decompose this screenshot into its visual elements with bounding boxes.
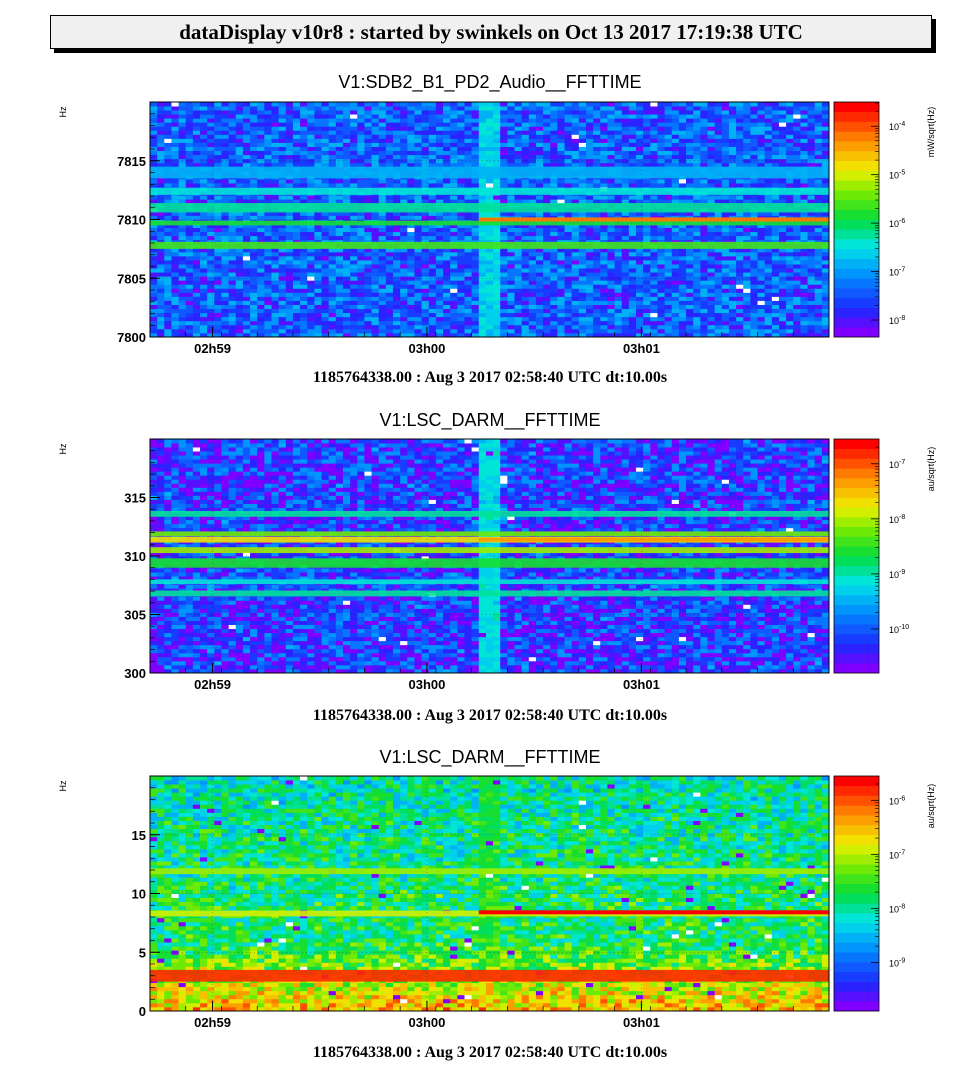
panel-2-title: V1:LSC_DARM__FFTTIME (379, 410, 601, 430)
spectral-line-1-1 (150, 241, 829, 249)
colorbar-tick-label-2-3: 10-8 (889, 514, 905, 525)
x-tick-label-2-2: 03h00 (409, 677, 446, 692)
spectral-line-2-3 (150, 558, 829, 568)
panel-1-footer: 1185764338.00 : Aug 3 2017 02:58:40 UTC … (312, 369, 668, 386)
colorbar-tick-label-2-2: 10-9 (889, 569, 905, 580)
x-tick-label-1-1: 02h59 (194, 341, 231, 356)
y-tick-label-3-1: 0 (139, 1004, 146, 1019)
colorbar-unit-label-1: mW/sqrt(Hz) (926, 107, 936, 158)
y-tick-label-2-4: 315 (124, 491, 146, 506)
y-axis-label-3: Hz (58, 780, 68, 791)
x-tick-label-1-2: 03h00 (409, 341, 446, 356)
spectral-line-1-3 (150, 203, 829, 213)
colorbar-1: 10-8 10-7 10-6 10-5 10-4 (833, 101, 905, 338)
colorbar-tick-label-1-3: 10-6 (889, 218, 905, 229)
panel-3-title: V1:LSC_DARM__FFTTIME (379, 747, 601, 767)
spectral-line-2-4 (150, 547, 829, 554)
colorbar-unit-label-2: au/sqrt(Hz) (926, 447, 936, 492)
colorbar-tick-label-3-2: 10-8 (889, 903, 905, 914)
heatmap-cells-2 (150, 439, 830, 674)
colorbar-tick-label-1-5: 10-4 (889, 121, 905, 132)
colorbar-tick-label-3-3: 10-7 (889, 849, 905, 860)
y-tick-label-1-4: 7815 (117, 154, 146, 169)
x-tick-label-3-3: 03h01 (623, 1015, 660, 1030)
spectral-line-2-7 (150, 510, 829, 517)
header-title-box: dataDisplay v10r8 : started by swinkels … (50, 15, 932, 49)
spectral-line-3-1 (150, 969, 829, 982)
colorbar-tick-label-1-1: 10-8 (889, 315, 905, 326)
y-tick-label-3-2: 5 (139, 945, 146, 960)
x-tick-label-2-1: 02h59 (194, 677, 231, 692)
spectral-line-1-5 (150, 166, 829, 179)
spectral-line-3-3 (150, 868, 829, 875)
x-tick-label-2-3: 03h01 (623, 677, 660, 692)
y-tick-label-3-4: 15 (132, 828, 146, 843)
y-tick-label-2-3: 310 (124, 549, 146, 564)
colorbar-tick-label-2-1: 10-10 (889, 624, 909, 635)
x-tick-label-3-1: 02h59 (194, 1015, 231, 1030)
spectral-line-1-2 (150, 220, 829, 226)
y-axis-label-1: Hz (58, 106, 68, 117)
y-tick-label-2-2: 305 (124, 608, 146, 623)
colorbar-unit-label-3: au/sqrt(Hz) (926, 784, 936, 829)
spectral-line-2-6 (150, 531, 829, 537)
grid-2 (150, 439, 829, 674)
header-title: dataDisplay v10r8 : started by swinkels … (179, 19, 803, 44)
panel-2-footer: 1185764338.00 : Aug 3 2017 02:58:40 UTC … (312, 707, 668, 724)
spectral-line-2-2 (150, 579, 829, 585)
step-line-3 (478, 910, 829, 915)
colorbar-tick-label-2-4: 10-7 (889, 459, 905, 470)
colorbar-tick-label-3-4: 10-6 (889, 795, 905, 806)
y-tick-label-1-3: 7810 (117, 213, 146, 228)
colorbar-2: 10-10 10-9 10-8 10-7 (833, 438, 909, 674)
colorbar-tick-label-1-2: 10-7 (889, 267, 905, 278)
panel-3-footer: 1185764338.00 : Aug 3 2017 02:58:40 UTC … (312, 1044, 668, 1061)
y-tick-label-1-2: 7805 (117, 271, 146, 286)
y-tick-label-1-1: 7800 (117, 330, 146, 345)
colorbar-tick-label-3-1: 10-9 (889, 957, 905, 968)
spectrogram-panel-3: 0 5 10 15 02h59 03h00 03h01 Hz 10-9 10-8 10-7 10-6 a… (58, 775, 936, 1030)
colorbar-3: 10-9 10-8 10-7 10-6 (833, 775, 905, 1012)
spectral-line-2-1 (150, 590, 829, 597)
y-axis-label-2: Hz (58, 443, 68, 454)
x-tick-label-1-3: 03h01 (623, 341, 660, 356)
spectral-line-1-4 (150, 187, 829, 195)
step-line-1 (478, 217, 829, 222)
colorbar-tick-label-1-4: 10-5 (889, 170, 905, 181)
panel-1-title: V1:SDB2_B1_PD2_Audio__FFTTIME (338, 72, 642, 92)
step-line-2 (478, 537, 829, 542)
y-tick-label-3-3: 10 (132, 887, 146, 902)
x-tick-label-3-2: 03h00 (409, 1015, 446, 1030)
y-tick-label-2-1: 300 (124, 666, 146, 681)
